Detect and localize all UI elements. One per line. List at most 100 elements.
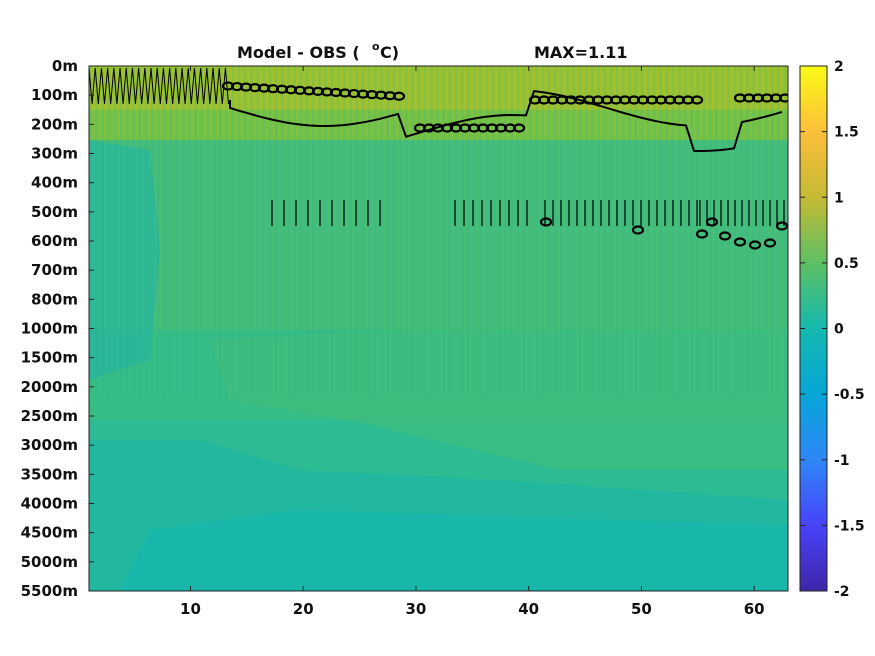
contour-upper-waves bbox=[89, 67, 229, 105]
stripe bbox=[436, 66, 439, 396]
stripe bbox=[262, 66, 265, 396]
y-tick-label: 200m bbox=[31, 115, 78, 133]
stripe bbox=[299, 66, 303, 396]
stripe bbox=[665, 66, 668, 396]
stripe bbox=[572, 66, 575, 396]
colorbar-tick-label: -1 bbox=[834, 453, 850, 469]
stripe bbox=[603, 66, 606, 396]
stripe bbox=[510, 66, 513, 396]
stripe bbox=[535, 66, 538, 396]
stripe bbox=[740, 66, 743, 396]
y-tick-label: 3000m bbox=[21, 436, 78, 454]
stripe bbox=[479, 66, 482, 396]
contour-loop bbox=[705, 217, 719, 227]
y-tick-label: 0m bbox=[52, 57, 78, 75]
stripe bbox=[721, 66, 724, 396]
x-tick-label: 60 bbox=[744, 600, 765, 618]
stripe bbox=[746, 66, 749, 396]
stripe bbox=[709, 66, 712, 396]
stripe bbox=[485, 66, 489, 396]
stripe bbox=[764, 66, 768, 396]
stripe bbox=[157, 66, 160, 396]
title-left: Model - OBS ( bbox=[237, 43, 360, 62]
colorbar-tick-label: 2 bbox=[834, 59, 844, 75]
colorbar: 2 1.5 1 0.5 0 -0.5 -1 -1.5 -2 bbox=[799, 59, 865, 600]
stripe bbox=[126, 66, 129, 396]
stripe bbox=[461, 66, 464, 396]
stripe bbox=[244, 66, 247, 396]
stripe bbox=[609, 66, 613, 396]
stripe bbox=[349, 66, 352, 396]
stripe bbox=[585, 66, 588, 396]
y-tick-label: 1000m bbox=[21, 320, 78, 338]
stripe bbox=[399, 66, 402, 396]
y-tick-label: 100m bbox=[31, 86, 78, 104]
stripe bbox=[423, 66, 427, 396]
stripe bbox=[386, 66, 389, 396]
stripe bbox=[182, 66, 185, 396]
stripe bbox=[138, 66, 141, 396]
contour-200m bbox=[229, 90, 783, 153]
stripe bbox=[529, 66, 532, 396]
contour-loop bbox=[763, 238, 777, 248]
y-tick-label: 1500m bbox=[21, 349, 78, 367]
stripe bbox=[312, 66, 315, 396]
colorbar-ticks: 2 1.5 1 0.5 0 -0.5 -1 -1.5 -2 bbox=[800, 59, 865, 600]
stripe bbox=[678, 66, 681, 396]
stripe bbox=[237, 66, 241, 396]
stripe bbox=[213, 66, 216, 396]
stripe bbox=[275, 66, 278, 396]
stripe bbox=[448, 66, 451, 396]
stripe bbox=[206, 66, 210, 396]
stripe bbox=[616, 66, 619, 396]
stripe bbox=[144, 66, 148, 396]
contour-loop bbox=[512, 123, 526, 133]
stripe bbox=[504, 66, 507, 396]
stripe bbox=[380, 66, 383, 396]
stripe bbox=[758, 66, 761, 396]
stripe bbox=[219, 66, 222, 396]
stripe bbox=[653, 66, 656, 396]
stripe bbox=[591, 66, 594, 396]
colorbar-tick-label: 1 bbox=[834, 190, 844, 206]
stripe bbox=[163, 66, 166, 396]
contour-loop bbox=[748, 240, 762, 250]
x-tick-label: 10 bbox=[180, 600, 201, 618]
stripe bbox=[231, 66, 234, 396]
cold-patch-bottom bbox=[89, 440, 788, 591]
stripe bbox=[343, 66, 346, 396]
y-tick-label: 600m bbox=[31, 232, 78, 250]
contour-loop bbox=[775, 221, 788, 231]
y-tick-label: 800m bbox=[31, 290, 78, 308]
y-tick-label: 2500m bbox=[21, 407, 78, 425]
stripe bbox=[225, 66, 228, 396]
contour-loop bbox=[690, 95, 704, 105]
stripe bbox=[454, 66, 458, 396]
stripe bbox=[411, 66, 414, 396]
stripe bbox=[541, 66, 544, 396]
stripe bbox=[430, 66, 433, 396]
stripe bbox=[281, 66, 284, 396]
stripe bbox=[467, 66, 470, 396]
stripe bbox=[417, 66, 420, 396]
stripe bbox=[659, 66, 662, 396]
stripe bbox=[318, 66, 321, 396]
stripe bbox=[671, 66, 675, 396]
stripe bbox=[578, 66, 582, 396]
y-tick-label: 5500m bbox=[21, 582, 78, 600]
y-tick-label: 5000m bbox=[21, 553, 78, 571]
upper-ocean-band bbox=[89, 66, 788, 116]
y-tick-label: 300m bbox=[31, 145, 78, 163]
contour-loop bbox=[718, 231, 732, 241]
stripe bbox=[293, 66, 296, 396]
stripe bbox=[256, 66, 259, 396]
stripe bbox=[169, 66, 172, 396]
warm-patch-mid bbox=[210, 330, 788, 470]
stripe bbox=[597, 66, 600, 396]
stripe bbox=[523, 66, 526, 396]
chart-title: Model - OBS ( o C) MAX=1.11 bbox=[237, 40, 628, 62]
colorbar-tick-label: 1.5 bbox=[834, 125, 859, 141]
stripe bbox=[560, 66, 563, 396]
stripe bbox=[374, 66, 377, 396]
